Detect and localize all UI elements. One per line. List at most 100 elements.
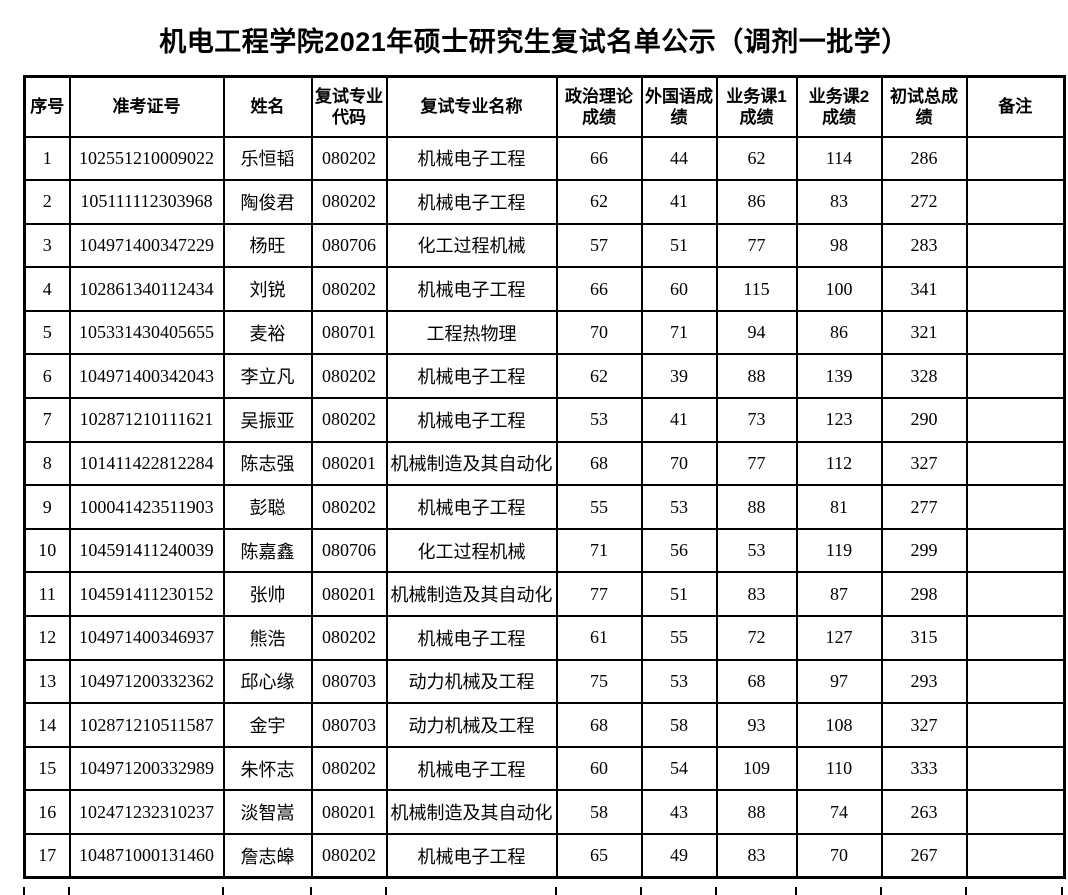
cell-seq: 13 — [23, 658, 71, 705]
cell-ticket: 105111112303968 — [68, 179, 225, 225]
cell-politics: 57 — [555, 222, 643, 269]
cell-total: 263 — [880, 789, 968, 835]
table-row: 14 102871210511587 金宇 080703 动力机械及工程 68 … — [23, 702, 1066, 748]
cell-major: 机械电子工程 — [385, 833, 558, 880]
cell-course2: 81 — [795, 484, 883, 530]
border-stub — [310, 887, 312, 895]
cell-name: 吴振亚 — [222, 397, 313, 443]
cell-politics: 58 — [555, 789, 643, 835]
cell-name: 淡智嵩 — [222, 789, 313, 835]
cell-ticket: 100041423511903 — [68, 484, 225, 530]
cell-remark — [965, 397, 1066, 443]
cell-seq: 7 — [23, 397, 71, 443]
cell-ticket: 104971400342043 — [68, 353, 225, 400]
cell-foreign: 56 — [640, 527, 718, 574]
page-title: 机电工程学院2021年硕士研究生复试名单公示（调剂一批学） — [159, 27, 909, 57]
results-table: 序号 准考证号 姓名 复试专业 代码 复试专业名称 政治理论 成绩 外国语成 绩… — [23, 75, 1066, 880]
cell-total: 299 — [880, 527, 968, 574]
border-stub — [23, 887, 25, 895]
table-row: 3 104971400347229 杨旺 080706 化工过程机械 57 51… — [23, 222, 1066, 269]
cell-major: 机械制造及其自动化 — [385, 571, 558, 618]
cell-remark — [965, 527, 1066, 574]
cell-ticket: 101411422812284 — [68, 440, 225, 487]
cell-code: 080202 — [310, 179, 388, 225]
cell-foreign: 58 — [640, 702, 718, 748]
border-stub — [555, 887, 557, 895]
column-header-name: 姓名 — [222, 75, 313, 138]
border-stub — [965, 887, 967, 895]
cell-seq: 12 — [23, 615, 71, 661]
column-header-ticket: 准考证号 — [68, 75, 225, 138]
cell-course2: 97 — [795, 658, 883, 705]
table-row: 2 105111112303968 陶俊君 080202 机械电子工程 62 4… — [23, 179, 1066, 225]
cell-remark — [965, 266, 1066, 312]
cell-remark — [965, 702, 1066, 748]
cell-code: 080201 — [310, 571, 388, 618]
table-row: 16 102471232310237 淡智嵩 080201 机械制造及其自动化 … — [23, 789, 1066, 835]
cell-foreign: 71 — [640, 309, 718, 356]
cell-code: 080706 — [310, 527, 388, 574]
cell-name: 乐恒韬 — [222, 135, 313, 182]
cell-course1: 77 — [715, 222, 798, 269]
border-stub — [222, 887, 224, 895]
cell-course1: 115 — [715, 266, 798, 312]
cell-foreign: 49 — [640, 833, 718, 880]
cell-politics: 68 — [555, 702, 643, 748]
cell-major: 机械电子工程 — [385, 745, 558, 792]
cell-politics: 55 — [555, 484, 643, 530]
cell-remark — [965, 222, 1066, 269]
cell-foreign: 41 — [640, 179, 718, 225]
cell-total: 328 — [880, 353, 968, 400]
cell-ticket: 104871000131460 — [68, 833, 225, 880]
cell-foreign: 53 — [640, 484, 718, 530]
cell-remark — [965, 179, 1066, 225]
cell-name: 张帅 — [222, 571, 313, 618]
cell-foreign: 70 — [640, 440, 718, 487]
table-row: 7 102871210111621 吴振亚 080202 机械电子工程 53 4… — [23, 397, 1066, 443]
cell-seq: 4 — [23, 266, 71, 312]
cell-name: 杨旺 — [222, 222, 313, 269]
cell-major: 化工过程机械 — [385, 527, 558, 574]
cell-course2: 70 — [795, 833, 883, 880]
cell-total: 272 — [880, 179, 968, 225]
cell-name: 朱怀志 — [222, 745, 313, 792]
cell-major: 机械电子工程 — [385, 266, 558, 312]
cell-major: 化工过程机械 — [385, 222, 558, 269]
cell-seq: 14 — [23, 702, 71, 748]
cell-code: 080706 — [310, 222, 388, 269]
cell-seq: 11 — [23, 571, 71, 618]
cell-politics: 66 — [555, 135, 643, 182]
cell-foreign: 54 — [640, 745, 718, 792]
cell-foreign: 44 — [640, 135, 718, 182]
cell-seq: 10 — [23, 527, 71, 574]
cell-ticket: 104591411240039 — [68, 527, 225, 574]
cell-ticket: 102871210511587 — [68, 702, 225, 748]
cell-course1: 73 — [715, 397, 798, 443]
cell-code: 080701 — [310, 309, 388, 356]
cell-course1: 83 — [715, 833, 798, 880]
cell-politics: 71 — [555, 527, 643, 574]
cell-total: 277 — [880, 484, 968, 530]
cell-name: 金宇 — [222, 702, 313, 748]
cell-total: 321 — [880, 309, 968, 356]
cell-politics: 68 — [555, 440, 643, 487]
cell-ticket: 104971200332362 — [68, 658, 225, 705]
cell-politics: 62 — [555, 353, 643, 400]
cell-code: 080202 — [310, 745, 388, 792]
table-row: 12 104971400346937 熊浩 080202 机械电子工程 61 5… — [23, 615, 1066, 661]
cell-major: 机械制造及其自动化 — [385, 789, 558, 835]
cell-total: 315 — [880, 615, 968, 661]
cell-seq: 6 — [23, 353, 71, 400]
cell-course2: 86 — [795, 309, 883, 356]
column-header-foreign: 外国语成 绩 — [640, 75, 718, 138]
table-row: 11 104591411230152 张帅 080201 机械制造及其自动化 7… — [23, 571, 1066, 618]
cell-remark — [965, 309, 1066, 356]
table-row: 17 104871000131460 詹志皞 080202 机械电子工程 65 … — [23, 833, 1066, 880]
table-row: 10 104591411240039 陈嘉鑫 080706 化工过程机械 71 … — [23, 527, 1066, 574]
cell-seq: 5 — [23, 309, 71, 356]
cell-course2: 74 — [795, 789, 883, 835]
cell-code: 080703 — [310, 658, 388, 705]
table-row: 8 101411422812284 陈志强 080201 机械制造及其自动化 6… — [23, 440, 1066, 487]
cell-seq: 8 — [23, 440, 71, 487]
cell-remark — [965, 135, 1066, 182]
